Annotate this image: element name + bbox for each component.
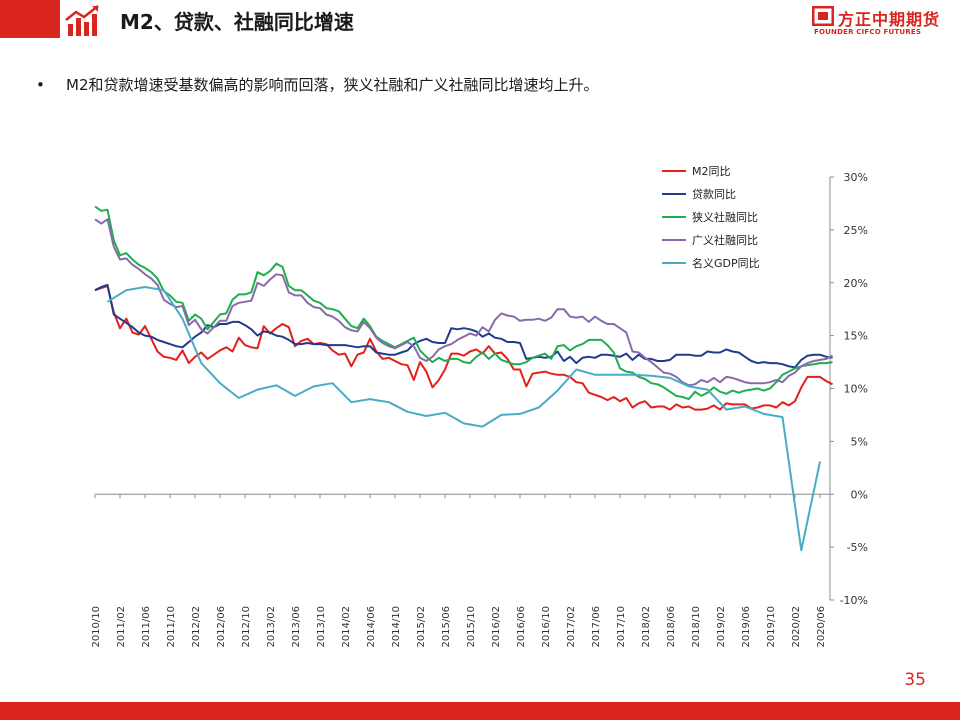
legend-label-broad_tsf: 广义社融同比 <box>692 233 758 247</box>
x-tick-label: 2017/02 <box>566 606 577 648</box>
x-tick-label: 2016/02 <box>491 606 502 648</box>
y-tick-label: 0% <box>851 488 868 501</box>
x-tick-label: 2014/02 <box>341 606 352 648</box>
legend-label-narrow_tsf: 狭义社融同比 <box>692 210 758 224</box>
footer-bar <box>0 702 960 720</box>
y-tick-label: -10% <box>840 594 868 607</box>
series-line-m2 <box>94 284 833 411</box>
brand-name-en: FOUNDER CIFCO FUTURES <box>814 28 922 36</box>
x-tick-label: 2018/02 <box>641 606 652 648</box>
y-tick-label: 25% <box>844 224 868 237</box>
x-tick-label: 2019/02 <box>716 606 727 648</box>
x-tick-label: 2018/10 <box>691 606 702 648</box>
y-tick-label: 20% <box>844 277 868 290</box>
x-tick-label: 2012/06 <box>216 606 227 648</box>
x-tick-label: 2014/10 <box>391 606 402 648</box>
legend-label-gdp: 名义GDP同比 <box>692 256 760 270</box>
x-tick-label: 2019/06 <box>741 606 752 648</box>
brand-logo: 方正中期期货 FOUNDER CIFCO FUTURES <box>812 6 942 40</box>
x-tick-label: 2020/06 <box>816 606 827 648</box>
x-tick-label: 2017/06 <box>591 606 602 648</box>
x-tick-label: 2010/10 <box>91 606 102 648</box>
summary-text: M2和贷款增速受基数偏高的影响而回落，狭义社融和广义社融同比增速均上升。 <box>66 76 599 94</box>
x-tick-label: 2011/10 <box>166 606 177 648</box>
x-tick-label: 2011/02 <box>116 606 127 648</box>
bullet-marker: • <box>36 76 45 94</box>
series-line-broad_tsf <box>94 218 833 387</box>
page-number: 35 <box>904 670 926 690</box>
series-line-gdp <box>106 286 821 552</box>
y-tick-label: 30% <box>844 171 868 184</box>
x-tick-label: 2013/10 <box>316 606 327 648</box>
y-tick-label: 10% <box>844 383 868 396</box>
legend-label-loans: 贷款同比 <box>692 187 736 201</box>
growth-chart-icon <box>65 5 99 36</box>
x-tick-label: 2015/02 <box>416 606 427 648</box>
x-tick-label: 2020/02 <box>791 606 802 648</box>
x-tick-label: 2015/06 <box>441 606 452 648</box>
slide-title: M2、贷款、社融同比增速 <box>120 10 354 34</box>
x-tick-label: 2013/02 <box>266 606 277 648</box>
y-tick-label: -5% <box>847 541 868 554</box>
x-tick-label: 2014/06 <box>366 606 377 648</box>
x-tick-label: 2015/10 <box>466 606 477 648</box>
x-tick-label: 2016/10 <box>541 606 552 648</box>
brand-name-cn: 方正中期期货 <box>838 10 941 29</box>
brand-mark-icon <box>812 6 834 26</box>
x-tick-label: 2013/06 <box>291 606 302 648</box>
x-tick-label: 2011/06 <box>141 606 152 648</box>
x-tick-label: 2012/02 <box>191 606 202 648</box>
x-tick-label: 2012/10 <box>241 606 252 648</box>
title-accent-block <box>0 0 60 38</box>
series-line-loans <box>94 283 833 369</box>
x-tick-label: 2017/10 <box>616 606 627 648</box>
x-tick-label: 2016/06 <box>516 606 527 648</box>
legend-label-m2: M2同比 <box>692 165 731 178</box>
y-tick-label: 15% <box>844 330 868 343</box>
x-tick-label: 2018/06 <box>666 606 677 648</box>
summary-bullet: • M2和贷款增速受基数偏高的影响而回落，狭义社融和广义社融同比增速均上升。 <box>36 74 599 95</box>
x-tick-label: 2019/10 <box>766 606 777 648</box>
y-tick-label: 5% <box>851 435 868 448</box>
